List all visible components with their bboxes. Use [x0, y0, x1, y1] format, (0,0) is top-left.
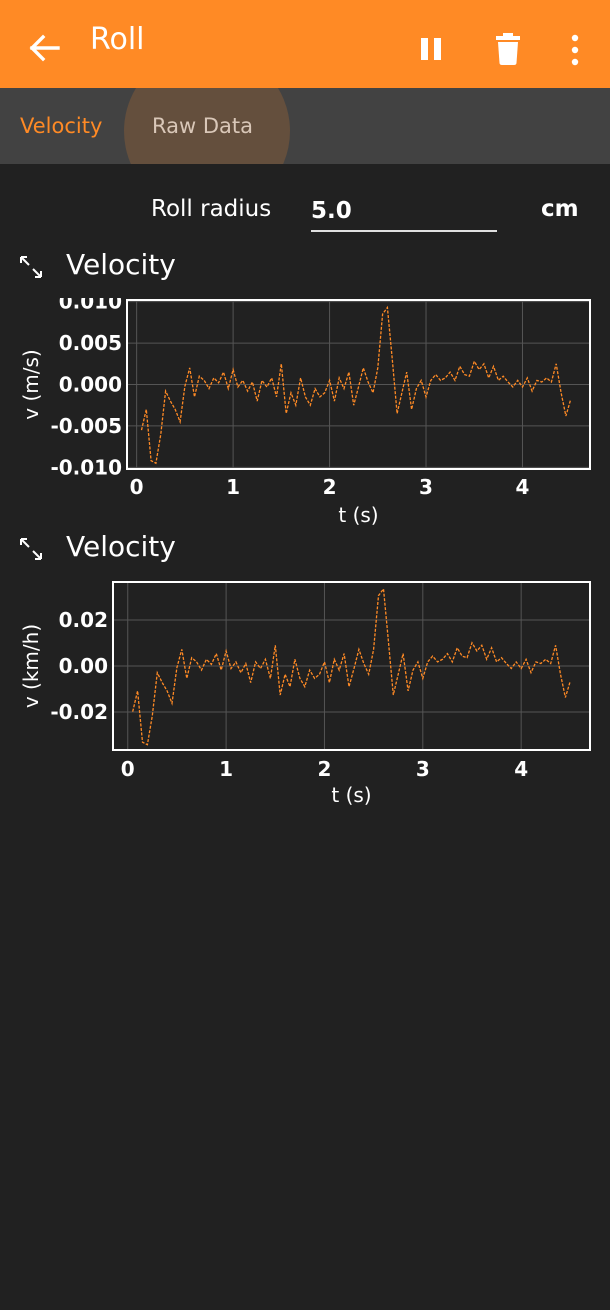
pause-icon	[421, 38, 441, 60]
y-axis-label: v (km/h)	[19, 624, 43, 708]
roll-radius-row: Roll radius cm	[0, 190, 610, 238]
y-tick-label: -0.010	[50, 455, 122, 479]
x-tick-label: 2	[317, 757, 331, 781]
y-tick-label: -0.02	[50, 700, 108, 724]
more-options-button[interactable]	[564, 34, 586, 66]
tab-raw-data[interactable]: Raw Data	[152, 114, 253, 138]
x-tick-label: 1	[219, 757, 233, 781]
data-series-line	[132, 587, 571, 746]
plot-frame	[112, 581, 591, 751]
graph-header: Velocity	[0, 530, 610, 570]
y-tick-label: 0.02	[59, 608, 108, 632]
x-axis-label: t (s)	[331, 783, 371, 807]
app-title: Roll	[90, 22, 145, 57]
graph-title: Velocity	[66, 248, 176, 281]
y-tick-label: 0.010	[59, 292, 122, 314]
more-vert-icon	[571, 34, 579, 66]
x-tick-label: 3	[419, 475, 433, 499]
expand-button[interactable]	[18, 254, 44, 280]
y-axis-label: v (m/s)	[19, 349, 43, 419]
y-tick-label: 0.000	[59, 373, 122, 397]
x-tick-label: 4	[516, 475, 530, 499]
velocity-chart-ms[interactable]: 0 1 2 3 4 -0.010 -0.005 0.000 0.005 0.010 t (s) v (…	[0, 292, 610, 528]
y-tick-label: -0.005	[50, 414, 122, 438]
x-tick-label: 4	[514, 757, 528, 781]
data-series-line	[140, 305, 572, 465]
pause-button[interactable]	[418, 34, 446, 64]
delete-button[interactable]	[494, 32, 522, 66]
x-tick-label: 2	[323, 475, 337, 499]
roll-radius-unit: cm	[541, 196, 579, 222]
expand-icon	[20, 256, 42, 278]
x-axis-label: t (s)	[338, 503, 378, 527]
tab-bar: Velocity Raw Data	[0, 88, 610, 164]
back-button[interactable]	[26, 30, 62, 66]
x-tick-label: 0	[121, 757, 135, 781]
graph-header: Velocity	[0, 248, 610, 288]
y-tick-label: 0.00	[59, 654, 108, 678]
x-tick-label: 3	[416, 757, 430, 781]
y-tick-label: 0.005	[59, 331, 122, 355]
tab-velocity[interactable]: Velocity	[20, 114, 103, 138]
roll-radius-label: Roll radius	[151, 196, 272, 222]
roll-radius-input[interactable]	[311, 192, 497, 232]
x-tick-label: 1	[226, 475, 240, 499]
x-tick-label: 0	[130, 475, 144, 499]
velocity-chart-kmh[interactable]: 0 1 2 3 4 -0.02 0.00 0.02 t (s) v (km/h)	[0, 572, 610, 812]
plot-frame	[126, 299, 591, 470]
tab-ripple	[124, 88, 290, 164]
trash-icon	[496, 33, 520, 65]
graph-title: Velocity	[66, 530, 176, 563]
arrow-left-icon	[29, 34, 60, 62]
expand-icon	[20, 538, 42, 560]
expand-button[interactable]	[18, 536, 44, 562]
app-bar: Roll	[0, 0, 610, 88]
